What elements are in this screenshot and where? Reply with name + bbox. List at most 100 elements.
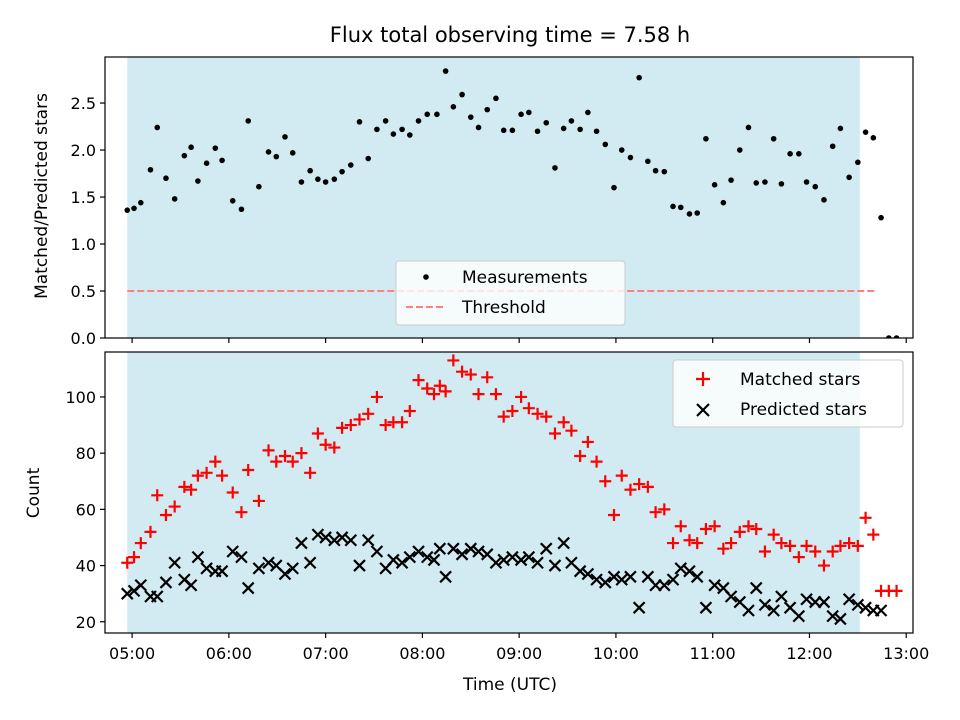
predicted-star-point — [262, 556, 275, 570]
measurement-point — [627, 154, 634, 161]
measurement-point — [407, 132, 413, 138]
measurement-point — [720, 199, 727, 206]
matched-star-point — [159, 508, 172, 521]
matched-star-point — [456, 365, 469, 378]
matched-star-point — [742, 520, 755, 533]
predicted-star-point — [120, 587, 134, 600]
data-points — [124, 68, 900, 338]
measurement-point — [315, 176, 321, 182]
measurement-point — [154, 124, 161, 131]
matched-star-point — [447, 354, 460, 367]
matched-star-point — [403, 405, 416, 418]
predicted-star-point — [241, 581, 255, 595]
x-tick-label: 10:00 — [593, 644, 639, 663]
predicted-star-point — [531, 556, 544, 570]
y-tick-label: 20 — [76, 613, 96, 632]
top-y-axis-label: Matched/Predicted stars — [32, 93, 52, 299]
measurement-point — [796, 150, 802, 157]
predicted-star-point — [859, 601, 872, 614]
matched-star-point — [151, 489, 164, 502]
measurement-point — [518, 111, 524, 118]
measurement-point — [509, 127, 516, 134]
measurement-point — [282, 134, 288, 140]
measurement-point — [203, 160, 210, 166]
predicted-star-point — [557, 536, 570, 550]
matched-star-point — [843, 537, 856, 550]
matched-star-point — [464, 368, 477, 381]
chart-title: Flux total observing time = 7.58 h — [330, 23, 690, 47]
matched-star-point — [784, 539, 797, 552]
matched-star-point — [336, 421, 349, 434]
measurement-point — [147, 166, 154, 173]
measurement-point — [181, 152, 188, 159]
predicted-star-point — [328, 533, 341, 547]
matched-star-point — [200, 466, 213, 479]
measurement-point — [534, 128, 541, 135]
predicted-star-point — [403, 550, 417, 564]
measurement-point — [424, 111, 431, 118]
measurement-point — [138, 199, 144, 206]
measurement-point — [821, 197, 827, 203]
matched-star-point — [615, 469, 628, 482]
y-tick-label: 2.0 — [71, 141, 96, 160]
measurement-point — [829, 143, 836, 150]
measurement-point — [265, 149, 272, 155]
predicted-star-point — [387, 553, 400, 567]
x-tick-label: 12:00 — [786, 644, 832, 663]
predicted-star-point — [767, 604, 780, 617]
matched-star-point — [826, 545, 839, 558]
predicted-star-point — [472, 545, 485, 558]
measurement-point — [238, 206, 245, 213]
measurement-point — [870, 135, 877, 141]
matched-star-point — [270, 455, 283, 468]
matched-star-point — [641, 480, 654, 493]
predicted-star-point — [758, 598, 772, 612]
predicted-star-point — [792, 609, 806, 623]
measurement-point — [878, 214, 884, 221]
matched-star-point — [607, 508, 620, 521]
predicted-star-point — [226, 545, 240, 558]
measurement-point — [652, 167, 659, 174]
predicted-star-point — [615, 573, 629, 586]
matched-star-point — [708, 520, 721, 533]
legend-measurement-marker — [423, 274, 429, 280]
predicted-star-point — [573, 564, 587, 578]
predicted-star-point — [134, 578, 148, 592]
matched-star-point — [472, 388, 485, 401]
matched-star-point — [633, 478, 646, 491]
predicted-star-point — [427, 553, 441, 567]
matched-star-point — [191, 469, 204, 482]
measurement-point — [374, 126, 380, 133]
matched-star-point — [565, 424, 578, 437]
predicted-star-point — [599, 576, 612, 589]
predicted-star-point — [581, 567, 595, 581]
matched-star-point — [590, 455, 603, 468]
matched-star-point — [792, 551, 805, 564]
predicted-star-point — [742, 604, 755, 617]
measurement-point — [307, 167, 313, 174]
predicted-star-point — [708, 578, 721, 592]
measurement-point — [124, 207, 131, 213]
matched-star-point — [581, 435, 594, 448]
matched-star-point — [252, 494, 265, 507]
predicted-star-point — [295, 536, 308, 550]
matched-star-point — [489, 388, 502, 401]
bottom-y-axis-label: Count — [24, 467, 44, 518]
matched-star-point — [767, 528, 780, 541]
matched-star-point — [540, 410, 553, 423]
predicted-star-point — [548, 559, 562, 572]
measurement-point — [552, 165, 558, 171]
matched-star-point — [144, 525, 157, 538]
matched-star-point — [775, 537, 788, 550]
predicted-star-point — [817, 595, 831, 609]
predicted-star-point — [506, 550, 519, 564]
measurement-point — [560, 125, 567, 132]
predicted-star-point — [590, 573, 603, 586]
matched-star-point — [481, 371, 494, 384]
matched-star-point — [328, 441, 341, 454]
predicted-star-point — [319, 531, 332, 544]
measurement-point — [229, 197, 236, 204]
predicted-star-point — [632, 601, 646, 614]
matched-star-point — [890, 584, 903, 597]
